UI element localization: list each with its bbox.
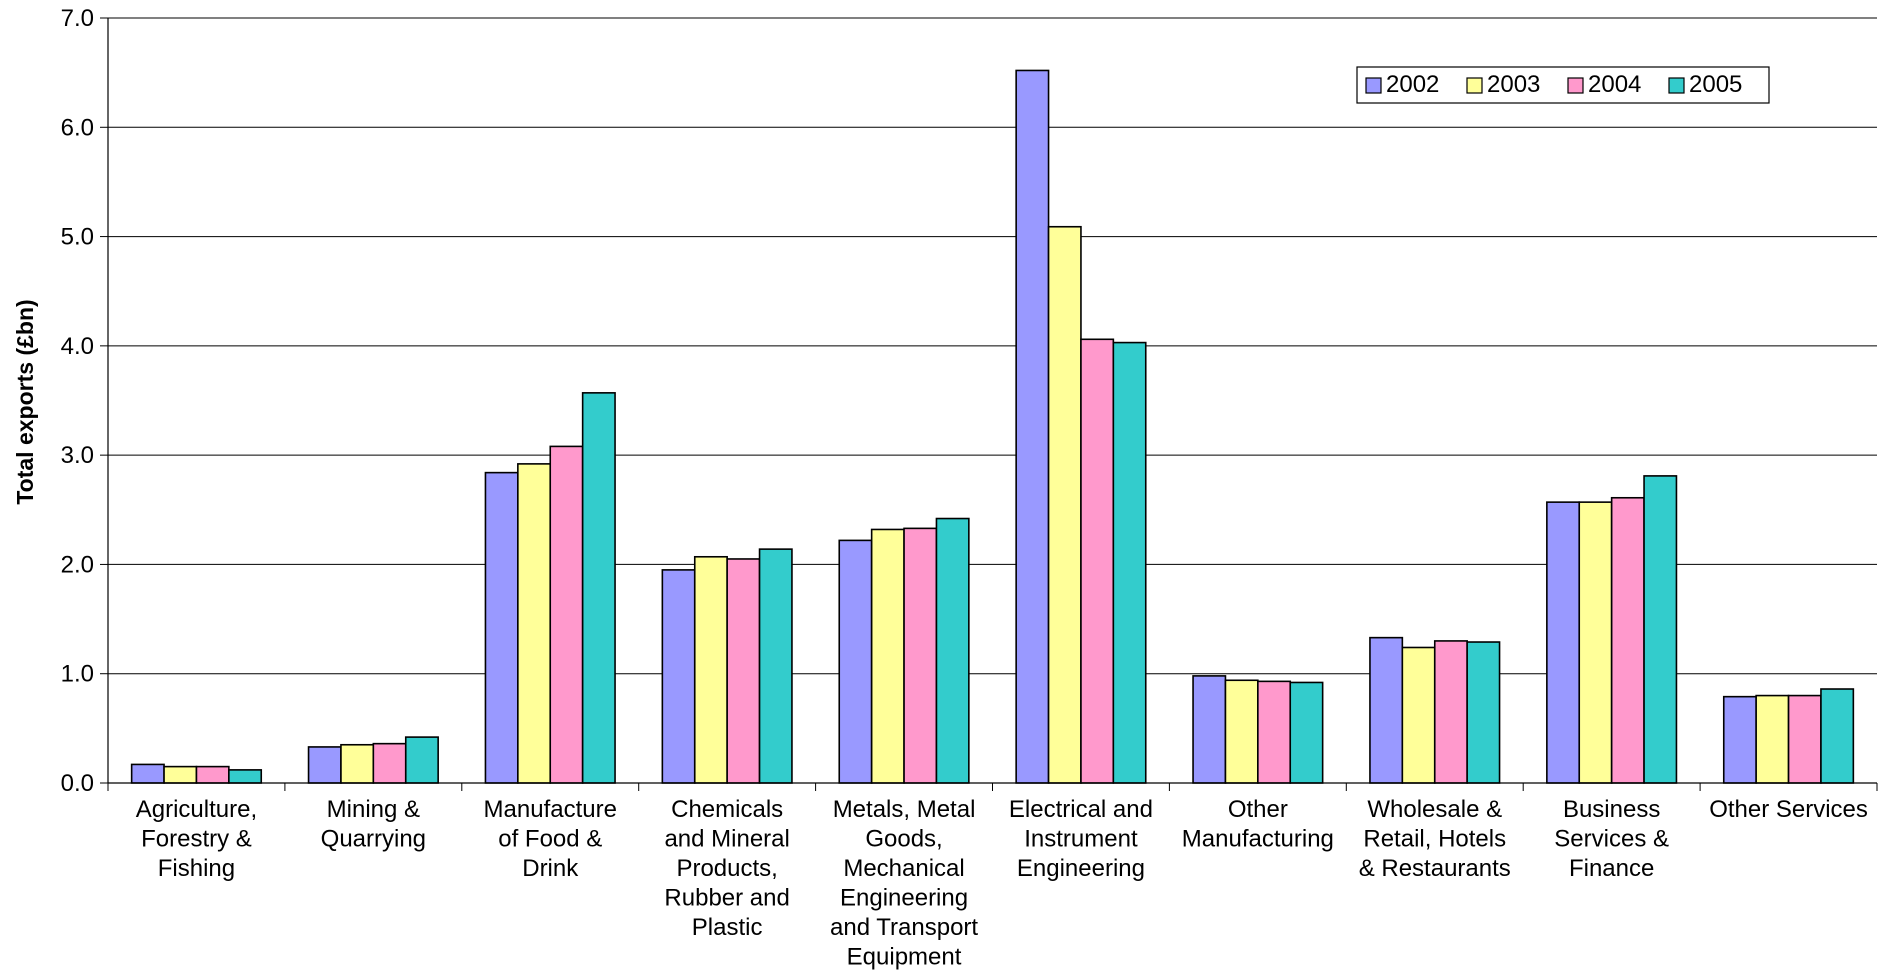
bar-2002-5 [1015,69,1050,784]
y-tick-label: 0.0 [61,770,94,797]
bar-2004-5 [1080,338,1115,784]
bar-2004-6 [1257,680,1292,784]
y-tick-label: 3.0 [61,442,94,469]
x-category-label: Other Services [1709,796,1868,823]
bar-2003-2 [517,463,552,784]
y-axis-title: Total exports (£bn) [12,299,38,504]
bar-2004-3 [726,558,761,784]
y-tick-label: 5.0 [61,224,94,251]
x-category-label: Wholesale & Retail, Hotels & Restaurants [1359,796,1511,882]
x-category-label: Agriculture, Forestry & Fishing [136,796,257,882]
bar-2005-7 [1466,641,1501,784]
bar-2002-3 [661,569,696,784]
bar-2002-6 [1192,675,1227,784]
legend-label-2002: 2002 [1386,71,1439,98]
bar-2004-7 [1433,640,1468,784]
bar-2005-0 [228,769,263,784]
y-tick-label: 6.0 [61,114,94,141]
bar-2005-3 [758,548,793,784]
bar-2005-6 [1289,681,1324,784]
bar-2003-8 [1578,501,1613,784]
bar-2003-5 [1047,225,1082,784]
x-category-label: Mining & Quarrying [321,796,426,853]
legend-label-2003: 2003 [1487,71,1540,98]
bar-2003-6 [1224,679,1259,784]
bar-2005-5 [1112,341,1147,784]
y-tick-label: 4.0 [61,333,94,360]
legend-label-2005: 2005 [1689,71,1742,98]
x-category-label: Manufacture of Food & Drink [484,796,617,882]
bar-2002-0 [130,763,165,784]
legend-swatch-2005 [1668,77,1685,94]
bar-2003-0 [163,765,198,784]
bar-2004-4 [903,527,938,784]
bar-2004-9 [1787,694,1822,784]
x-category-label: Electrical and Instrument Engineering [1009,796,1153,882]
bar-2002-8 [1546,501,1581,784]
legend-swatch-2002 [1365,77,1382,94]
legend-swatch-2004 [1567,77,1584,94]
bar-2002-9 [1722,695,1757,784]
y-tick-label: 7.0 [61,5,94,32]
bar-2005-2 [581,392,616,784]
bar-2004-2 [549,445,584,784]
legend-swatch-2003 [1466,77,1483,94]
bar-2005-8 [1643,475,1678,784]
bar-2005-1 [404,736,439,784]
x-category-label: Chemicals and Mineral Products, Rubber and P… [664,796,789,941]
bar-2004-0 [195,765,230,784]
bar-2005-4 [935,517,970,784]
bar-2002-1 [307,746,342,784]
bar-2003-9 [1755,694,1790,784]
bar-2003-4 [870,528,905,784]
bar-2003-1 [340,743,375,784]
bar-2004-8 [1610,496,1645,784]
bar-2004-1 [372,742,407,784]
bar-2002-7 [1369,636,1404,784]
bar-2003-7 [1401,646,1436,784]
bar-2003-3 [693,555,728,784]
bar-2002-2 [484,471,519,784]
x-category-label: Business Services & Finance [1554,796,1669,882]
legend-label-2004: 2004 [1588,71,1641,98]
legend-box [1356,66,1770,104]
bar-2002-4 [838,539,873,784]
x-category-label: Metals, Metal Goods, Mechanical Engineering… [830,796,978,971]
x-category-label: Other Manufacturing [1182,796,1334,853]
y-tick-label: 2.0 [61,551,94,578]
bar-2005-9 [1820,688,1855,784]
y-tick-label: 1.0 [61,661,94,688]
